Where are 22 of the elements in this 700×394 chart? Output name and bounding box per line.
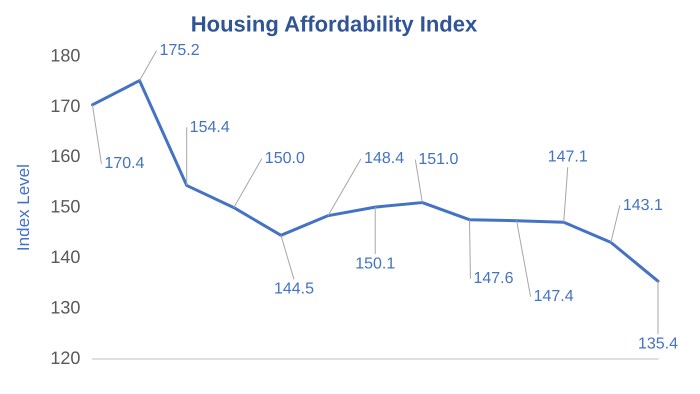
data-label: 147.6 — [473, 270, 514, 288]
data-label: 147.1 — [548, 148, 588, 166]
y-tick-label: 120 — [50, 348, 80, 368]
data-label: 150.1 — [355, 256, 396, 272]
y-axis-title: Index Level — [14, 164, 33, 252]
y-tick-label: 170 — [50, 96, 80, 116]
data-label: 154.4 — [190, 118, 230, 136]
data-label: 135.4 — [638, 336, 678, 353]
y-tick-label: 160 — [50, 146, 80, 166]
y-tick-label: 130 — [50, 297, 80, 318]
y-tick-label: 140 — [50, 246, 80, 267]
data-label: 150.0 — [264, 150, 305, 168]
chart-title: Housing Affordability Index — [190, 11, 478, 36]
data-label: 147.4 — [534, 288, 574, 306]
data-label: 144.5 — [274, 280, 314, 298]
data-label: 148.4 — [364, 150, 404, 168]
data-label: 170.4 — [104, 155, 145, 172]
y-tick-label: 150 — [50, 196, 80, 217]
data-label: 143.1 — [622, 196, 663, 214]
data-label: 175.2 — [160, 42, 200, 59]
y-tick-label: 180 — [50, 45, 80, 66]
data-label: 151.0 — [418, 150, 458, 168]
